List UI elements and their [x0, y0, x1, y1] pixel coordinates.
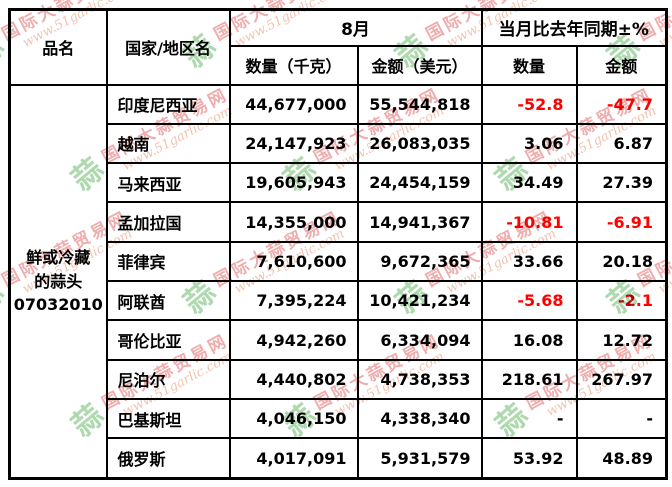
amount-cell: 4,338,340	[356, 397, 483, 440]
quantity-cell: 4,440,802	[228, 358, 359, 401]
table-row: 尼泊尔 4,440,802 4,738,353 218.61 267.97	[10, 358, 668, 401]
table-row: 俄罗斯 4,017,091 5,931,579 53.92 48.89	[10, 437, 668, 480]
country-cell: 俄罗斯	[105, 437, 231, 480]
header-row-subcolumns: 数量（千克） 金额（美元） 数量 金额	[10, 44, 668, 86]
amount-pct-cell: -	[575, 397, 668, 440]
amount-pct-cell: 27.39	[575, 162, 668, 204]
header-row-groups: 品名 国家/地区名 8月 当月比去年同期±%	[8, 8, 668, 86]
amount-cell: 55,544,818	[356, 83, 483, 125]
quantity-pct-cell: -	[480, 397, 578, 440]
quantity-cell: 14,355,000	[228, 201, 359, 243]
quantity-cell: 19,605,943	[228, 162, 359, 204]
amount-pct-cell: 267.97	[575, 358, 668, 401]
country-cell: 阿联酋	[105, 280, 231, 322]
amount-cell: 9,672,365	[356, 240, 483, 283]
amount-cell: 6,334,094	[356, 319, 483, 361]
quantity-cell: 7,395,224	[228, 280, 359, 322]
table-row: 马来西亚 19,605,943 24,454,159 34.49 27.39	[10, 162, 668, 204]
country-cell: 哥伦比亚	[105, 319, 231, 361]
quantity-pct-cell: 218.61	[480, 358, 578, 401]
col-header-quantity-pct: 数量	[480, 44, 578, 86]
quantity-pct-cell: -52.8	[480, 83, 578, 125]
amount-cell: 26,083,035	[356, 122, 483, 165]
amount-cell: 14,941,367	[356, 201, 483, 243]
col-header-product: 品名	[8, 8, 108, 86]
quantity-pct-cell: 34.49	[480, 162, 578, 204]
quantity-cell: 7,610,600	[228, 240, 359, 283]
amount-pct-cell: -47.7	[575, 83, 668, 125]
quantity-pct-cell: -5.68	[480, 280, 578, 322]
quantity-pct-cell: 3.06	[480, 122, 578, 165]
amount-pct-cell: 12.72	[575, 319, 668, 361]
quantity-pct-cell: 16.08	[480, 319, 578, 361]
col-header-amount-usd: 金额（美元）	[356, 44, 483, 86]
country-cell: 马来西亚	[105, 162, 231, 204]
quantity-cell: 4,046,150	[228, 397, 359, 440]
country-cell: 孟加拉国	[105, 201, 231, 243]
amount-pct-cell: -6.91	[575, 201, 668, 243]
product-name: 鲜或冷藏的蒜头	[26, 248, 91, 291]
country-cell: 巴基斯坦	[105, 397, 231, 440]
product-cell: 鲜或冷藏的蒜头 07032010	[8, 83, 108, 480]
amount-cell: 10,421,234	[356, 280, 483, 322]
amount-pct-cell: 6.87	[575, 122, 668, 165]
table-row: 菲律宾 7,610,600 9,672,365 33.66 20.18	[10, 240, 668, 283]
col-header-amount-pct: 金额	[575, 44, 668, 86]
table-body: 鲜或冷藏的蒜头 07032010 印度尼西亚 44,677,000 55,544,818…	[8, 83, 668, 480]
table-row: 阿联酋 7,395,224 10,421,234 -5.68 -2.1	[10, 280, 668, 322]
country-cell: 尼泊尔	[105, 358, 231, 401]
amount-pct-cell: -2.1	[575, 280, 668, 322]
amount-pct-cell: 48.89	[575, 437, 668, 480]
amount-cell: 5,931,579	[356, 437, 483, 480]
country-cell: 菲律宾	[105, 240, 231, 283]
country-cell: 印度尼西亚	[105, 83, 231, 125]
col-header-country: 国家/地区名	[105, 8, 231, 86]
garlic-export-table: 品名 国家/地区名 8月 当月比去年同期±% 数量（千克） 金额（美元） 数量 …	[8, 8, 668, 480]
quantity-cell: 4,942,260	[228, 319, 359, 361]
quantity-pct-cell: 53.92	[480, 437, 578, 480]
col-header-month-group: 8月	[228, 8, 483, 47]
quantity-pct-cell: -10.81	[480, 201, 578, 243]
table-row: 哥伦比亚 4,942,260 6,334,094 16.08 12.72	[10, 319, 668, 361]
table-row: 鲜或冷藏的蒜头 07032010 印度尼西亚 44,677,000 55,544,818…	[8, 83, 668, 480]
quantity-cell: 44,677,000	[228, 83, 359, 125]
table-row: 孟加拉国 14,355,000 14,941,367 -10.81 -6.91	[10, 201, 668, 243]
product-code: 07032010	[13, 294, 103, 314]
country-cell: 越南	[105, 122, 231, 165]
table-row: 越南 24,147,923 26,083,035 3.06 6.87	[10, 122, 668, 165]
amount-pct-cell: 20.18	[575, 240, 668, 283]
amount-cell: 4,738,353	[356, 358, 483, 401]
quantity-cell: 24,147,923	[228, 122, 359, 165]
amount-cell: 24,454,159	[356, 162, 483, 204]
col-header-yoy-group: 当月比去年同期±%	[480, 8, 668, 47]
quantity-pct-cell: 33.66	[480, 240, 578, 283]
quantity-cell: 4,017,091	[228, 437, 359, 480]
col-header-quantity-kg: 数量（千克）	[228, 44, 359, 86]
table-row: 巴基斯坦 4,046,150 4,338,340- -	[10, 397, 668, 440]
